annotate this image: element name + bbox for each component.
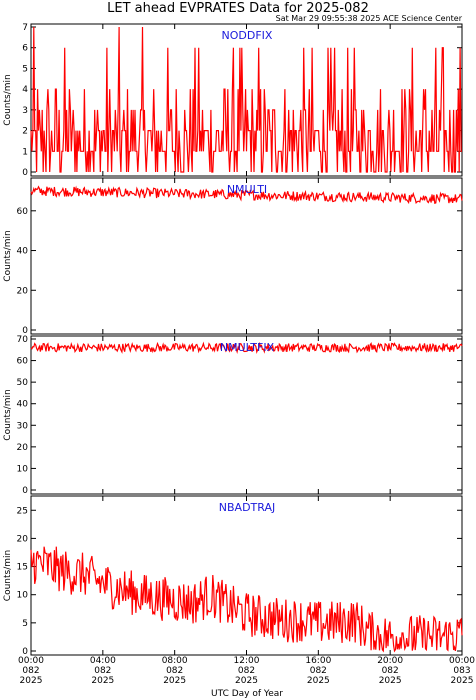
panel-nmulti: 0 20 40 60 Counts/min NMULTI (3, 177, 463, 336)
panel-label: NMULTFIX (220, 341, 275, 354)
x-tick-label-time: 04:00 (90, 656, 116, 666)
y-tick-label: 40 (17, 400, 29, 410)
y-tick-label: 0 (22, 168, 28, 178)
y-tick-label: 0 (22, 647, 28, 657)
y-tick-label: 4 (22, 85, 28, 95)
panel-label: NMULTI (227, 183, 267, 196)
x-tick-label-year: 2025 (379, 676, 402, 686)
series-line-nmulti (30, 185, 463, 205)
x-tick-label-day: 082 (94, 666, 111, 676)
y-tick-label: 0 (22, 486, 28, 496)
panel-nbadtraj: 0 5 10 15 20 25 Counts/min NBADTRAJ (3, 495, 463, 657)
y-tick-label: 6 (22, 44, 28, 54)
x-tick-label-time: 00:00 (449, 656, 475, 666)
x-tick-label-time: 00:00 (18, 656, 44, 666)
plot-frame (30, 177, 463, 335)
x-tick-label-year: 2025 (163, 676, 186, 686)
panel-label: NODDFIX (222, 29, 273, 42)
plot-frame (30, 23, 463, 177)
x-tick-label-time: 12:00 (234, 656, 260, 666)
y-tick-label: 10 (17, 464, 29, 474)
x-tick-label-year: 2025 (20, 676, 43, 686)
y-tick-label: 15 (17, 563, 28, 573)
y-tick-label: 10 (17, 591, 29, 601)
x-tick-label-day: 082 (166, 666, 183, 676)
y-tick-label: 25 (17, 506, 28, 516)
x-tick-label-time: 20:00 (377, 656, 403, 666)
x-axis-title: UTC Day of Year (211, 689, 283, 699)
y-axis-label: Counts/min (3, 550, 13, 601)
y-tick-label: 3 (22, 106, 28, 116)
x-tick-label-year: 2025 (307, 676, 330, 686)
y-tick-label: 2 (22, 127, 28, 137)
y-tick-label: 60 (17, 207, 29, 217)
y-tick-label: 40 (17, 247, 29, 257)
plot-frame (30, 335, 463, 495)
x-tick-label-time: 16:00 (305, 656, 331, 666)
timestamp: Sat Mar 29 09:55:38 2025 ACE Science Cen… (276, 14, 463, 23)
series-line-nbadtraj (30, 546, 463, 653)
series-line-noddfix (30, 26, 462, 173)
chart-title: LET ahead EVPRATES Data for 2025-082 (107, 1, 369, 16)
y-tick-label: 30 (17, 421, 29, 431)
y-tick-label: 50 (17, 378, 29, 388)
y-tick-label: 20 (17, 443, 29, 453)
y-tick-label: 1 (22, 147, 28, 157)
y-tick-label: 20 (17, 286, 29, 296)
panels: 0 1 2 3 4 5 6 7 Counts/min NODDFIX 0 20 40 60 Counts/m… (3, 23, 463, 657)
x-axis: 00:00082202504:00082202508:00082202512:0… (18, 656, 475, 686)
series-line-nmultfix (30, 341, 463, 355)
panel-label: NBADTRAJ (219, 501, 275, 514)
y-tick-label: 60 (17, 357, 29, 367)
y-tick-label: 70 (17, 335, 29, 345)
y-tick-label: 0 (22, 326, 28, 336)
x-tick-label-day: 083 (453, 666, 470, 676)
panel-noddfix: 0 1 2 3 4 5 6 7 Counts/min NODDFIX (3, 23, 463, 178)
panel-nmultfix: 0 10 20 30 40 50 60 70 Counts/min NMULTFIX (3, 335, 463, 496)
y-tick-label: 20 (17, 534, 29, 544)
x-tick-label-year: 2025 (451, 676, 474, 686)
y-axis-label: Counts/min (3, 74, 13, 125)
x-tick-label-day: 082 (238, 666, 255, 676)
x-tick-label-day: 082 (22, 666, 39, 676)
y-tick-label: 5 (22, 619, 28, 629)
y-tick-label: 7 (22, 23, 28, 33)
y-axis-label: Counts/min (3, 389, 13, 440)
x-tick-label-year: 2025 (91, 676, 114, 686)
x-tick-label-year: 2025 (235, 676, 258, 686)
x-tick-label-day: 082 (382, 666, 399, 676)
y-tick-label: 5 (22, 64, 28, 74)
x-tick-label-time: 08:00 (162, 656, 188, 666)
x-tick-label-day: 082 (310, 666, 327, 676)
y-axis-label: Counts/min (3, 230, 13, 281)
